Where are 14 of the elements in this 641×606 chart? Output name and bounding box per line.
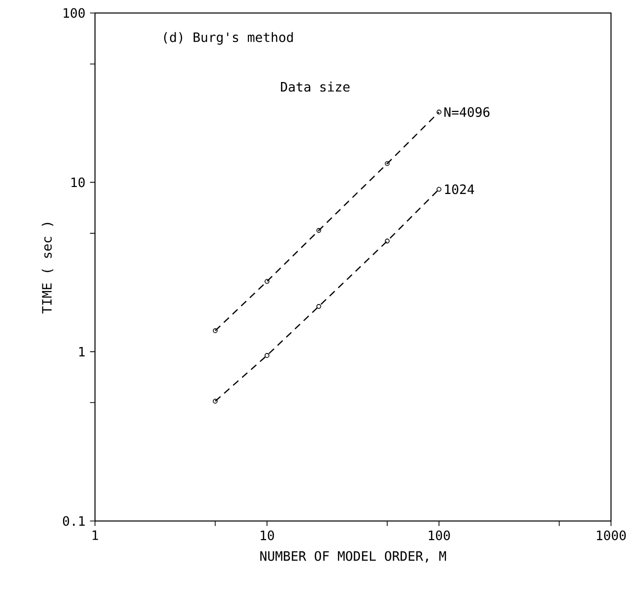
x-tick-label: 100 [428,530,450,540]
y-axis-title: TIME ( sec ) [42,222,54,314]
series-label: N=4096 [444,107,490,117]
y-tick-label: 100 [64,8,85,18]
y-tick-label: 0.1 [62,516,85,526]
x-tick-label: 1000 [596,530,626,540]
x-tick-label: 1 [92,530,98,540]
y-tick-label: 1 [79,346,85,356]
annotation: (d) Burg's method [164,32,293,45]
x-tick-label: 10 [260,530,274,540]
x-axis-title: NUMBER OF MODEL ORDER, M [260,551,446,563]
y-tick-label: 10 [71,177,85,188]
series-label: 1024 [445,184,474,194]
annotation: Data size [280,82,350,92]
